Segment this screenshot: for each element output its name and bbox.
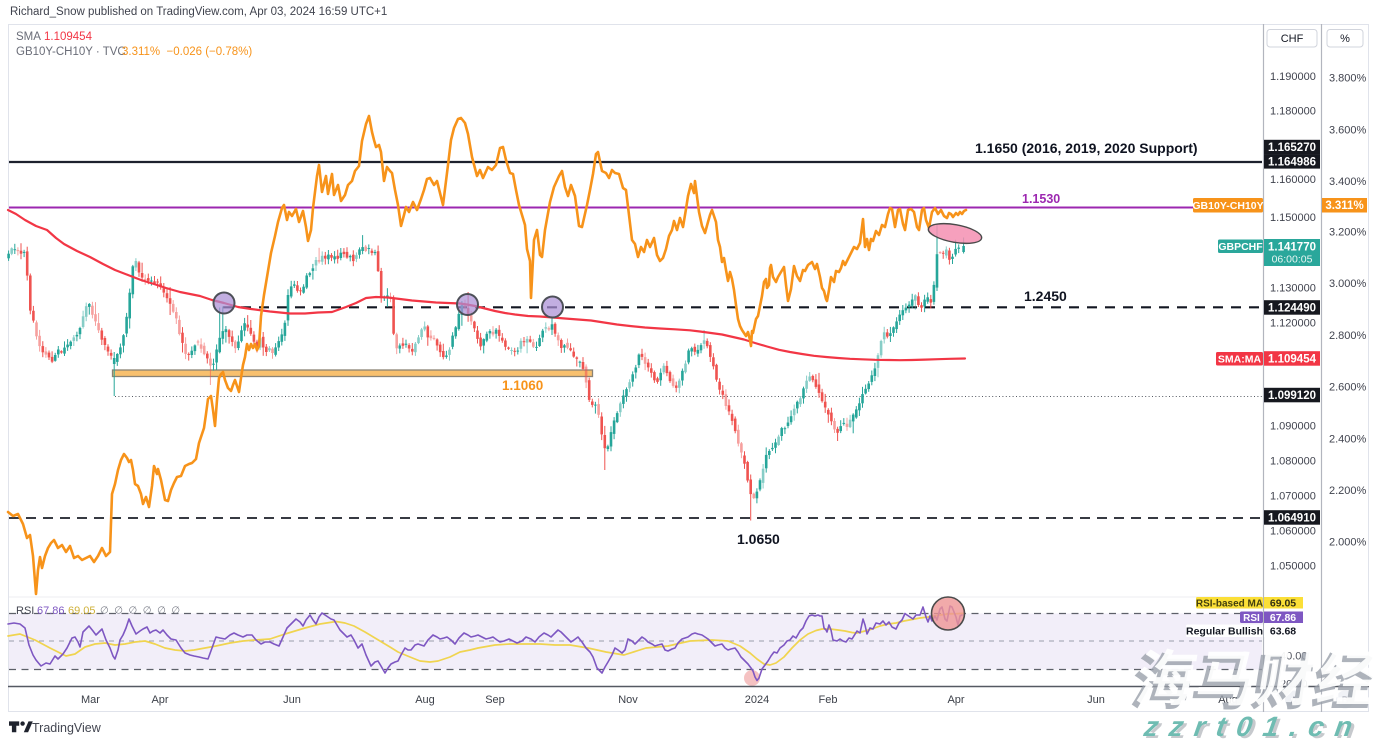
svg-text:Richard_Snow published on Trad: Richard_Snow published on TradingView.co… <box>10 6 387 18</box>
svg-text:1.070000: 1.070000 <box>1270 491 1316 503</box>
svg-text:2.800%: 2.800% <box>1329 330 1367 342</box>
svg-text:1.064910: 1.064910 <box>1268 513 1316 525</box>
svg-text:67.86: 67.86 <box>37 605 65 617</box>
svg-text:Aug: Aug <box>415 694 435 706</box>
svg-text:3.800%: 3.800% <box>1329 73 1367 85</box>
svg-text:GB10Y-CH10Y: GB10Y-CH10Y <box>1192 200 1263 212</box>
svg-text:zzrt01.cn: zzrt01.cn <box>1141 710 1366 742</box>
svg-text:2.400%: 2.400% <box>1329 433 1367 445</box>
svg-text:Nov: Nov <box>618 694 638 706</box>
svg-text:RSI-based MA: RSI-based MA <box>1196 599 1263 610</box>
svg-text:zzrt01.cn: zzrt01.cn <box>1138 709 1363 741</box>
svg-text:1.0650: 1.0650 <box>737 531 780 547</box>
svg-text:1.1060: 1.1060 <box>502 378 543 393</box>
svg-text:3.400%: 3.400% <box>1329 176 1367 188</box>
svg-text:Feb: Feb <box>819 694 838 706</box>
svg-text:63.68: 63.68 <box>1270 626 1296 638</box>
svg-text:Sep: Sep <box>485 694 505 706</box>
svg-text:1.1530: 1.1530 <box>1022 192 1060 206</box>
svg-text:SMA:MA: SMA:MA <box>1218 354 1262 366</box>
svg-text:RSI: RSI <box>16 605 34 617</box>
svg-text:1.099120: 1.099120 <box>1268 390 1316 402</box>
svg-text:2.600%: 2.600% <box>1329 382 1367 394</box>
svg-text:1.090000: 1.090000 <box>1270 421 1316 433</box>
svg-text:1.124490: 1.124490 <box>1268 303 1316 315</box>
svg-text:69.05: 69.05 <box>68 605 96 617</box>
svg-text:1.2450: 1.2450 <box>1024 288 1067 304</box>
svg-text:1.190000: 1.190000 <box>1270 71 1316 83</box>
svg-text:RSI: RSI <box>1243 613 1260 624</box>
svg-text:1.164986: 1.164986 <box>1268 156 1316 168</box>
svg-text:SMA: SMA <box>16 31 41 43</box>
svg-text:Regular Bullish: Regular Bullish <box>1186 626 1263 638</box>
svg-text:67.86: 67.86 <box>1270 612 1296 624</box>
svg-text:GB10Y-CH10Y · TVC: GB10Y-CH10Y · TVC <box>16 46 126 58</box>
svg-text:GBPCHF: GBPCHF <box>1218 241 1263 253</box>
svg-text:1.060000: 1.060000 <box>1270 526 1316 538</box>
svg-text:1.109454: 1.109454 <box>44 31 93 43</box>
svg-text:3.000%: 3.000% <box>1329 278 1367 290</box>
svg-text:2.200%: 2.200% <box>1329 485 1367 497</box>
svg-text:1.130000: 1.130000 <box>1270 283 1316 295</box>
svg-text:Apr: Apr <box>947 694 964 706</box>
svg-text:69.05: 69.05 <box>1270 598 1296 610</box>
svg-text:2024: 2024 <box>745 694 769 706</box>
svg-text:3.600%: 3.600% <box>1329 124 1367 136</box>
svg-text:1.050000: 1.050000 <box>1270 561 1316 573</box>
svg-text:Apr: Apr <box>151 694 168 706</box>
svg-text:CHF: CHF <box>1281 33 1304 45</box>
svg-text:1.141770: 1.141770 <box>1268 242 1316 254</box>
svg-text:1.165270: 1.165270 <box>1268 142 1316 154</box>
svg-text:2.000%: 2.000% <box>1329 537 1367 549</box>
svg-text:3.311%: 3.311% <box>1325 200 1363 212</box>
svg-text:zzrt01.cn: zzrt01.cn <box>1144 712 1369 742</box>
svg-text:1.120000: 1.120000 <box>1270 318 1316 330</box>
svg-text:Mar: Mar <box>81 694 100 706</box>
svg-text:Jun: Jun <box>283 694 301 706</box>
svg-text:1.150000: 1.150000 <box>1270 212 1316 224</box>
svg-text:%: % <box>1340 33 1350 45</box>
svg-text:3.311% −0.026 (−0.78%): 3.311% −0.026 (−0.78%) <box>122 46 252 58</box>
svg-text:1.109454: 1.109454 <box>1268 354 1317 366</box>
svg-text:Jun: Jun <box>1087 694 1105 706</box>
svg-text:1.1650 (2016, 2019, 2020 Suppo: 1.1650 (2016, 2019, 2020 Support) <box>975 140 1198 156</box>
svg-text:TradingView: TradingView <box>32 721 102 735</box>
svg-text:1.080000: 1.080000 <box>1270 456 1316 468</box>
svg-text:3.200%: 3.200% <box>1329 227 1367 239</box>
svg-text:06:00:05: 06:00:05 <box>1272 254 1313 266</box>
svg-text:1.180000: 1.180000 <box>1270 106 1316 118</box>
svg-text:1.160000: 1.160000 <box>1270 174 1316 186</box>
svg-text:∅ ∅ ∅ ∅ ∅ ∅: ∅ ∅ ∅ ∅ ∅ ∅ <box>100 606 180 617</box>
